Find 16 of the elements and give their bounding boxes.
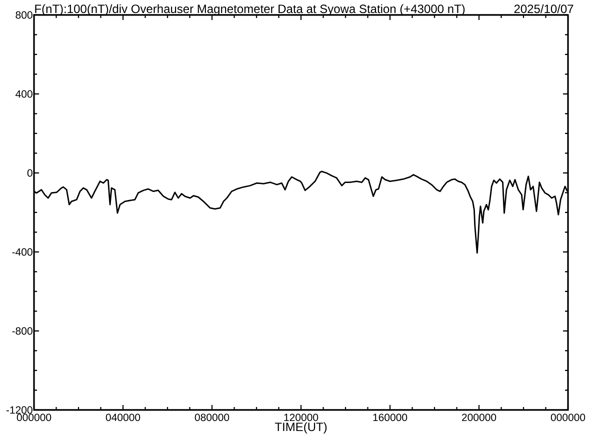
x-tick-label: 080000 xyxy=(194,414,230,422)
y-tick-label: -1200 xyxy=(6,406,32,414)
y-tick-label: 400 xyxy=(16,90,32,98)
y-tick-label: -800 xyxy=(12,327,32,335)
x-tick-label: 120000 xyxy=(284,414,318,422)
x-tick-label: 200000 xyxy=(462,414,496,422)
x-tick-label: 000000 xyxy=(16,414,52,422)
y-tick-label: -400 xyxy=(12,248,32,256)
x-tick-label: 000000 xyxy=(550,414,586,422)
y-tick-label: 800 xyxy=(16,11,32,19)
chart-subtitle: 2025/10/07 xyxy=(514,4,574,14)
x-tick-label: 040000 xyxy=(106,414,140,422)
x-tick-label: 160000 xyxy=(373,414,408,422)
y-tick-label: 0 xyxy=(27,169,32,177)
chart-title: F(nT):100(nT)/div Overhauser Magnetometer Data at Syowa Station (+43000 nT) xyxy=(35,4,465,16)
x-axis-title: TIME(UT) xyxy=(274,422,327,434)
